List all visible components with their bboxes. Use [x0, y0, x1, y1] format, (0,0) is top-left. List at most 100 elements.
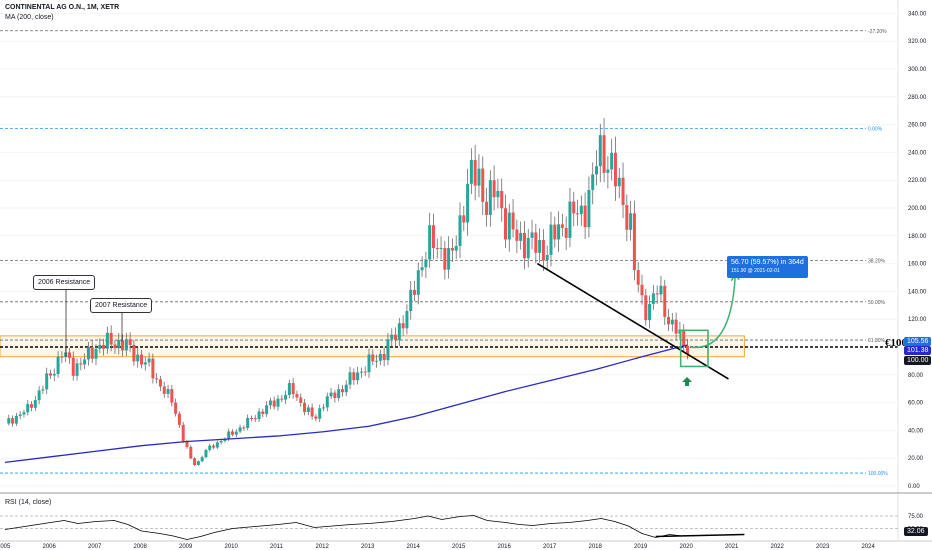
- up-arrow-icon: [682, 377, 693, 386]
- candle-body: [83, 359, 87, 365]
- candle-body: [545, 254, 549, 261]
- candle-body: [280, 398, 284, 400]
- candle-body: [439, 248, 443, 250]
- candle-body: [568, 201, 572, 238]
- year-tick-label: 2005: [0, 544, 11, 550]
- candlestick-series: [7, 118, 689, 467]
- euro-100-label: €100: [885, 337, 907, 349]
- last-price-tag: 105.56: [904, 337, 932, 346]
- year-tick-label: 2011: [270, 544, 284, 550]
- candle-body: [667, 316, 671, 325]
- year-tick-label: 2017: [543, 544, 557, 550]
- projection-target: 151.90 @ 2021-02-01: [731, 268, 780, 274]
- candle-body: [265, 405, 269, 415]
- candle-body: [79, 363, 83, 365]
- candle-body: [583, 205, 587, 228]
- candle-body: [314, 416, 318, 419]
- candle-body: [579, 205, 583, 215]
- price-tick-label: 200.00: [908, 206, 927, 212]
- candle-body: [356, 372, 360, 381]
- rsi-label: RSI (14, close): [5, 499, 52, 506]
- rsi-tick-label: 75.00: [908, 514, 924, 520]
- candle-body: [610, 152, 614, 170]
- target-zone-box[interactable]: [679, 329, 709, 368]
- year-tick-label: 2008: [134, 544, 148, 550]
- price-tick-label: 280.00: [908, 95, 927, 101]
- candle-body: [325, 396, 329, 408]
- candle-body: [492, 180, 496, 198]
- year-tick-label: 2012: [316, 544, 330, 550]
- candle-body: [253, 418, 257, 420]
- resistance-2006-callout[interactable]: 2006 Resistance: [33, 275, 96, 290]
- candle-body: [219, 440, 223, 443]
- candle-body: [359, 371, 363, 373]
- fib-label: 38.20%: [868, 258, 886, 264]
- candle-body: [538, 240, 542, 253]
- candle-body: [621, 177, 625, 206]
- candle-body: [485, 201, 489, 215]
- candle-body: [193, 458, 197, 465]
- candle-body: [375, 360, 379, 362]
- projection-change: 56.70 (59.57%) in 364d: [731, 259, 804, 266]
- candle-body: [249, 417, 253, 419]
- candle-body: [181, 424, 185, 442]
- candle-body: [71, 357, 75, 376]
- year-tick-label: 2010: [225, 544, 239, 550]
- candle-body: [443, 248, 447, 270]
- candle-body: [257, 411, 261, 420]
- candle-body: [557, 224, 561, 240]
- candle-body: [504, 208, 507, 240]
- candle-body: [595, 166, 598, 175]
- fibonacci-levels: -27.20% 0.00% 38.20% 50.00% 61.80% 100.00%: [0, 29, 888, 477]
- resistance-2007-callout[interactable]: 2007 Resistance: [90, 298, 153, 313]
- year-tick-label: 2007: [88, 544, 102, 550]
- candle-body: [310, 407, 314, 417]
- candle-body: [155, 378, 159, 380]
- year-tick-label: 2016: [498, 544, 512, 550]
- candle-body: [496, 190, 500, 198]
- candle-body: [655, 293, 659, 295]
- year-tick-label: 2023: [816, 544, 830, 550]
- year-tick-label: 2014: [407, 544, 421, 550]
- candle-body: [261, 411, 265, 415]
- ma-price-tag: 101.38: [904, 346, 932, 355]
- year-tick-label: 2021: [725, 544, 739, 550]
- candle-body: [553, 224, 557, 240]
- candle-body: [276, 398, 280, 407]
- candle-body: [602, 135, 606, 173]
- candle-body: [291, 383, 295, 395]
- candle-body: [500, 190, 504, 209]
- price-tick-label: 320.00: [908, 39, 927, 45]
- candle-body: [246, 417, 250, 428]
- candle-body: [519, 232, 523, 241]
- candle-body: [648, 304, 652, 321]
- candle-body: [295, 394, 299, 398]
- price-tick-label: 240.00: [908, 150, 927, 156]
- candle-body: [564, 227, 568, 238]
- candle-body: [397, 323, 401, 340]
- candle-body: [606, 169, 610, 173]
- candle-body: [318, 408, 322, 419]
- year-tick-label: 2019: [634, 544, 648, 550]
- candle-body: [204, 449, 208, 458]
- fib-label: 0.00%: [868, 126, 883, 132]
- price-axis: 0.0020.0040.0060.0080.00100.00120.00140.…: [897, 0, 927, 541]
- candle-body: [572, 201, 576, 214]
- candle-body: [507, 212, 511, 240]
- candle-body: [674, 319, 678, 334]
- candle-body: [22, 412, 26, 415]
- candle-body: [663, 285, 667, 317]
- candle-body: [113, 344, 117, 349]
- candle-body: [651, 293, 655, 305]
- price-tick-label: 40.00: [908, 428, 924, 434]
- candle-body: [424, 259, 428, 268]
- projection-tag[interactable]: 56.70 (59.57%) in 364d 151.90 @ 2021-02-…: [727, 256, 808, 278]
- candle-body: [238, 427, 242, 432]
- downtrend-line[interactable]: [536, 262, 729, 380]
- candle-body: [386, 339, 390, 361]
- year-tick-label: 2020: [680, 544, 694, 550]
- candle-body: [401, 323, 405, 329]
- fib-label: 100.00%: [868, 471, 888, 477]
- candle-body: [686, 345, 689, 355]
